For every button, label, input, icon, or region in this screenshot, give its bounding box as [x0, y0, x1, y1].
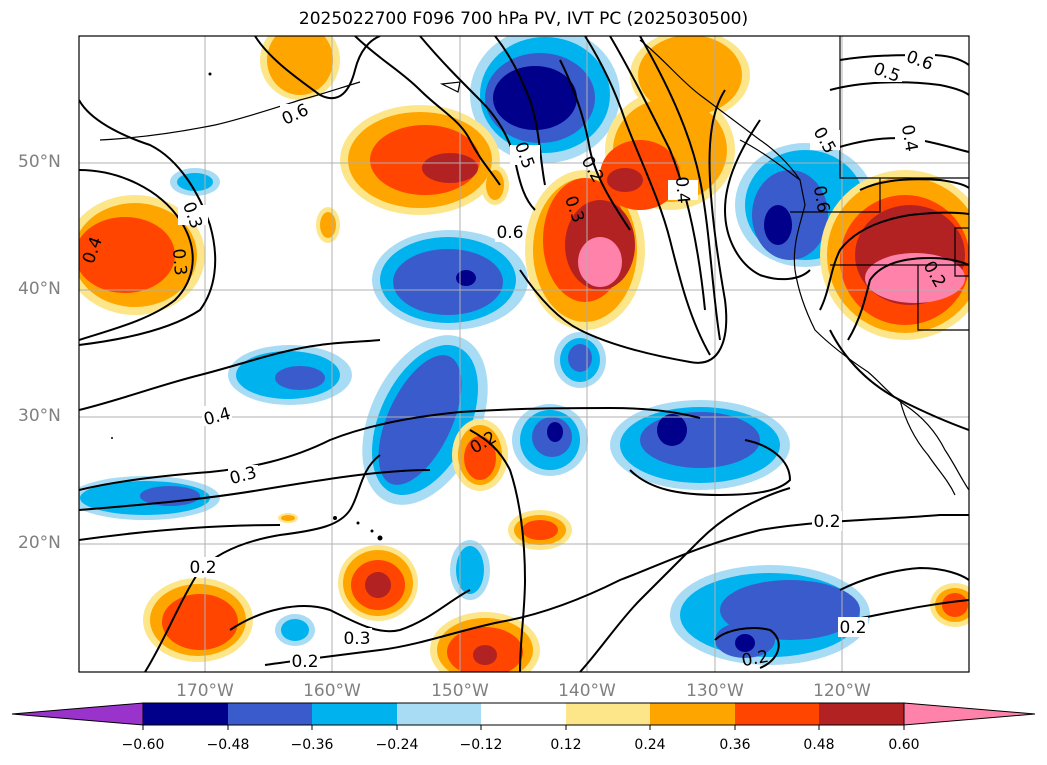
plot-title: 2025022700 F096 700 hPa PV, IVT PC (2025… [298, 9, 749, 29]
map-frame [78, 35, 970, 673]
contour-label: 0.2 [291, 652, 318, 672]
lat-label-20n: 20°N [18, 533, 61, 553]
colorbar-tick-label: 0.24 [634, 737, 666, 753]
colorbar-extend-high [903, 702, 1036, 726]
contour-label: 0.2 [813, 512, 840, 532]
lon-label-130w: 130°W [686, 681, 744, 701]
colorbar-segment [819, 703, 904, 725]
lat-label-30n: 30°N [18, 406, 61, 426]
colorbar-tick-label: 0.48 [803, 737, 835, 753]
lat-label-40n: 40°N [18, 279, 61, 299]
lon-label-140w: 140°W [558, 681, 616, 701]
islands [111, 72, 383, 541]
contour-label: 0.6 [809, 184, 833, 214]
colorbar-segment [481, 703, 566, 725]
contour-label: 0.3 [343, 629, 370, 649]
contour-label: 0.2 [189, 558, 216, 578]
contour-label-layer: 0.6 0.5 0.6 0.5 0.4 0.6 0.5 0.2 0.3 0.4 … [79, 47, 950, 672]
colorbar-tick-label: 0.12 [550, 737, 582, 753]
lon-label-150w: 150°W [431, 681, 489, 701]
lon-label-170w: 170°W [176, 681, 234, 701]
colorbar-segment [143, 703, 228, 725]
colorbar-segment [397, 703, 481, 725]
colorbar-extend-low [11, 702, 144, 726]
lon-label-160w: 160°W [303, 681, 361, 701]
lon-label-120w: 120°W [813, 681, 871, 701]
colorbar-segment [228, 703, 312, 725]
colorbar-tick-label: 0.60 [888, 737, 920, 753]
colorbar-tick-label: −0.48 [206, 737, 250, 753]
colorbar-tick-label: −0.12 [459, 737, 503, 753]
colorbar-segment [650, 703, 735, 725]
colorbar-tick-label: 0.36 [719, 737, 751, 753]
colorbar-segment [566, 703, 650, 725]
contour-label: 0.3 [168, 248, 190, 277]
pv-contours [79, 36, 969, 672]
contour-label: 0.4 [897, 123, 921, 153]
shaded-field [79, 36, 969, 672]
coastlines [99, 36, 969, 496]
colorbar-segment [735, 703, 819, 725]
colorbar-segment [312, 703, 397, 725]
colorbar-tick-label: −0.36 [290, 737, 334, 753]
contour-label: 0.2 [839, 618, 866, 638]
colorbar [11, 702, 1036, 730]
contour-label: 0.6 [496, 223, 523, 243]
contour-label: 0.4 [671, 176, 693, 205]
contour-label: 0.2 [740, 647, 770, 671]
lat-label-50n: 50°N [18, 152, 61, 172]
colorbar-tick-label: −0.60 [121, 737, 165, 753]
colorbar-tick-label: −0.24 [375, 737, 419, 753]
